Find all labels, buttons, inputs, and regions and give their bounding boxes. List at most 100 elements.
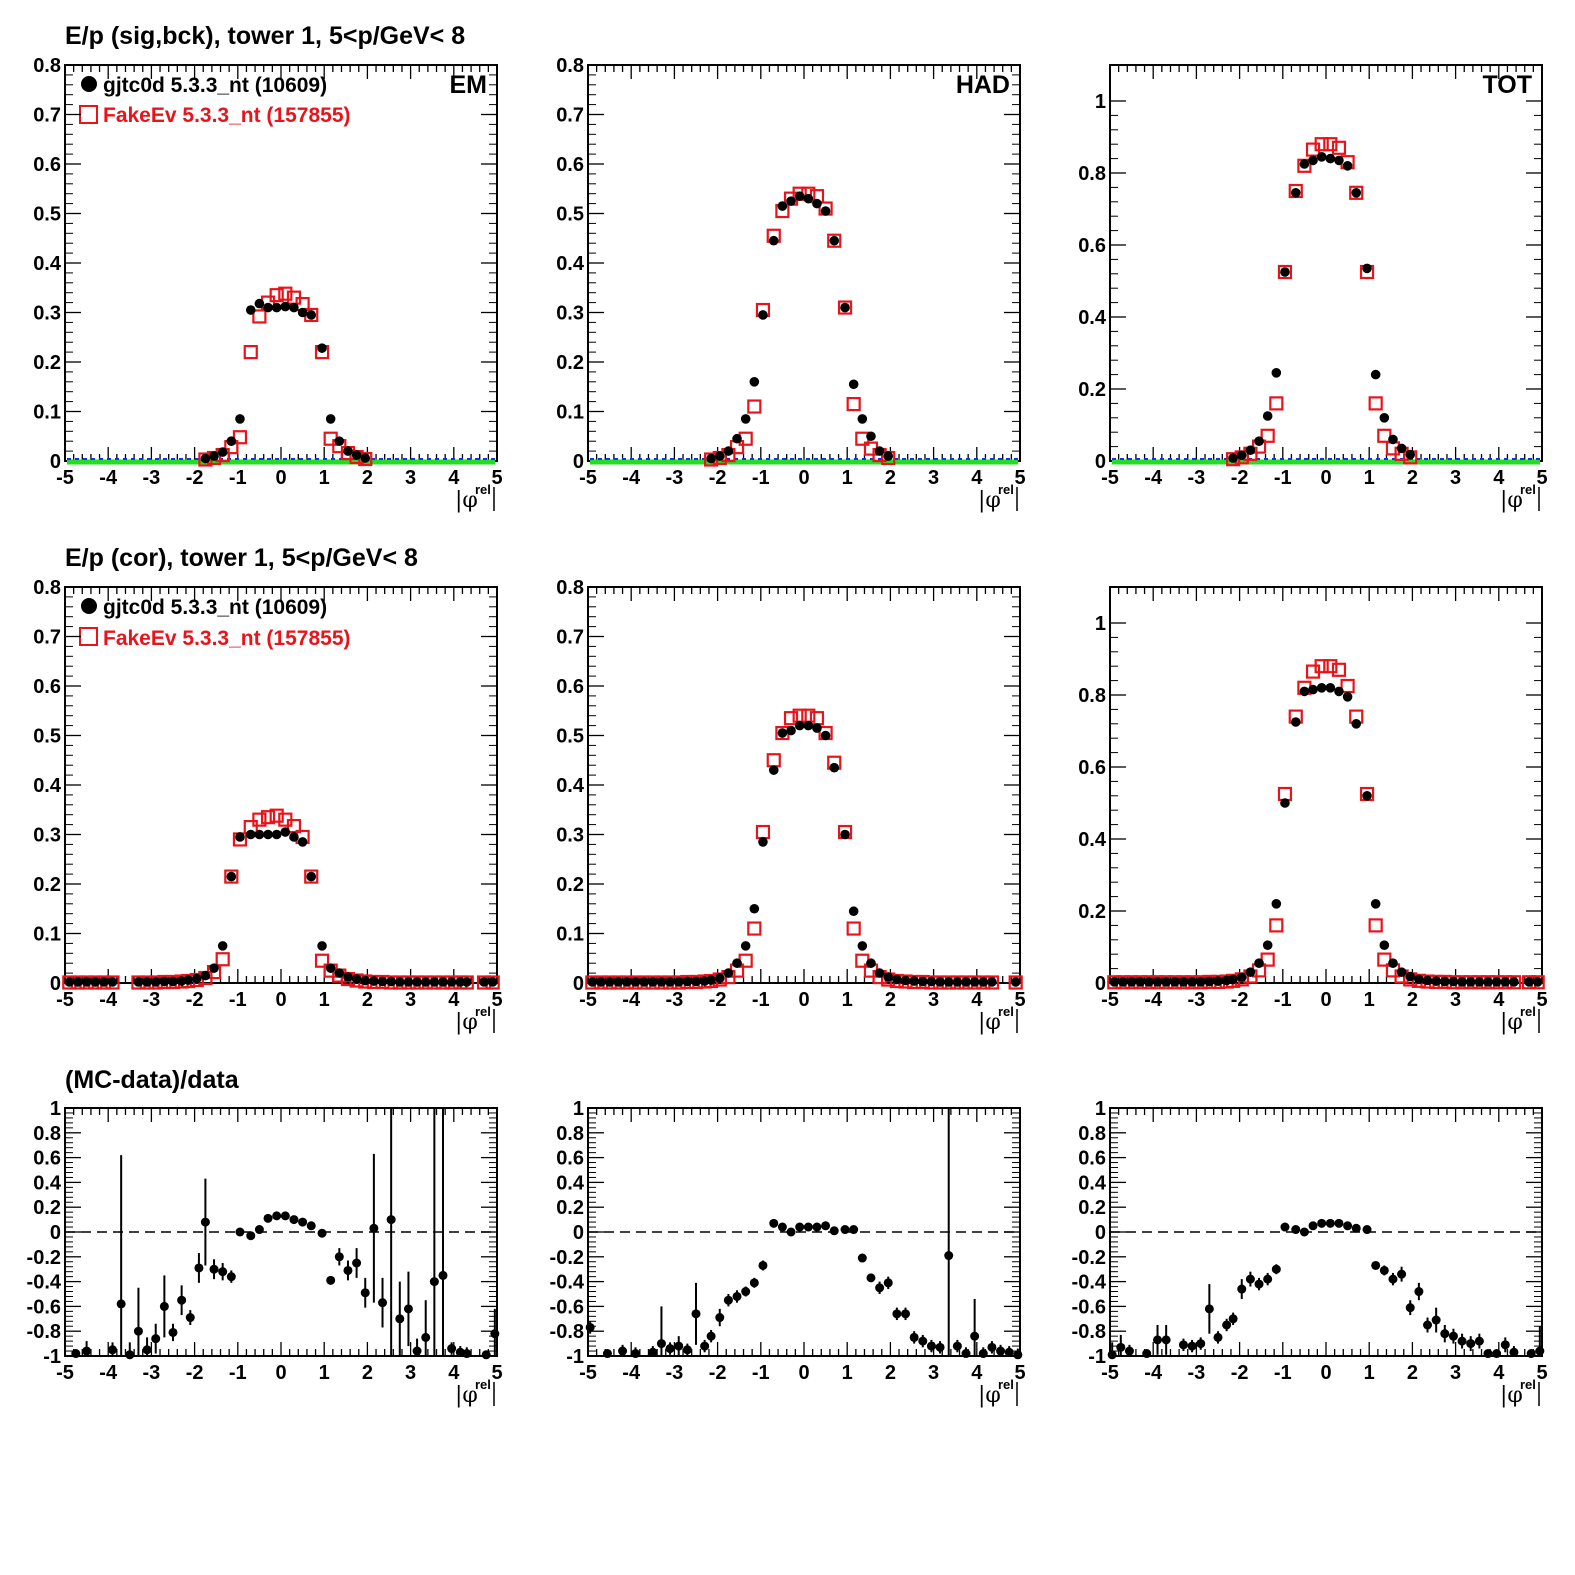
x-tick-label: 3 <box>1450 1362 1461 1384</box>
data-point <box>245 305 256 315</box>
data-point <box>1280 267 1290 277</box>
data-point <box>446 977 457 987</box>
data-point <box>360 453 371 463</box>
data-point <box>840 302 850 313</box>
x-tick-label: -4 <box>99 989 118 1011</box>
ratio-point <box>71 1349 81 1359</box>
data-point <box>209 451 219 461</box>
y-tick-label: 0.2 <box>1078 901 1106 923</box>
data-point <box>1245 967 1256 977</box>
x-tick-label: 0 <box>798 1362 809 1384</box>
ratio-point <box>674 1341 684 1351</box>
x-tick-label: 3 <box>928 1362 939 1384</box>
data-point <box>209 963 219 973</box>
mc-point <box>269 808 284 823</box>
data-point <box>1280 798 1290 808</box>
ratio-point <box>1509 1347 1519 1357</box>
x-tick-label: -5 <box>579 1362 597 1384</box>
data-point <box>768 235 779 246</box>
x-tick-label: -4 <box>1144 1362 1163 1384</box>
ratio-point <box>412 1346 422 1356</box>
data-point <box>280 301 291 312</box>
x-tick-label: -3 <box>1188 989 1206 1011</box>
mc-point <box>1331 662 1347 677</box>
y-tick-label: 0.6 <box>1078 757 1106 779</box>
data-point <box>978 977 989 987</box>
ratio-point <box>326 1275 336 1285</box>
ratio-point <box>218 1267 228 1277</box>
x-tick-label: 0 <box>798 467 809 489</box>
ratio-point <box>700 1341 710 1351</box>
x-tick-label: -5 <box>579 989 597 1011</box>
mc-point <box>747 399 762 414</box>
data-point <box>1362 791 1372 801</box>
data-point <box>1370 369 1381 380</box>
ratio-point <box>777 1222 787 1232</box>
y-tick-label: -0.4 <box>27 1272 62 1294</box>
ratio-point <box>1245 1274 1255 1284</box>
ratio-point <box>1371 1260 1381 1270</box>
data-point <box>254 298 265 309</box>
ratio-point <box>403 1304 413 1314</box>
data-point <box>395 977 405 987</box>
data-point <box>1379 940 1390 950</box>
legend-marker-data <box>81 598 97 614</box>
ratio-point <box>1317 1218 1327 1228</box>
y-tick-label: 0.1 <box>556 402 584 424</box>
x-tick-label: 1 <box>842 467 853 489</box>
ratio-point <box>1492 1349 1502 1359</box>
data-point <box>1228 453 1238 463</box>
y-tick-label: -0.8 <box>1072 1321 1106 1343</box>
x-tick-label: 4 <box>971 467 983 489</box>
x-tick-label: -1 <box>1274 1362 1292 1384</box>
x-tick-label: -5 <box>1101 989 1119 1011</box>
y-tick-label: -1 <box>1088 1346 1106 1368</box>
ratio-point <box>1325 1218 1335 1228</box>
y-tick-label: 0.5 <box>556 726 584 748</box>
data-point <box>909 976 919 986</box>
ratio-point <box>665 1344 675 1354</box>
data-point <box>1532 977 1543 987</box>
mc-point <box>1269 918 1284 933</box>
data-point <box>1483 977 1493 987</box>
x-tick-label: 2 <box>362 989 373 1011</box>
data-point <box>740 414 751 424</box>
x-tick-label: -5 <box>579 467 597 489</box>
x-tick-label: 5 <box>491 467 502 489</box>
y-tick-label: 0 <box>50 973 61 995</box>
mc-point <box>827 233 842 248</box>
data-point <box>1457 977 1467 987</box>
x-axis-title-sup: rel <box>475 1004 491 1019</box>
ratio-point <box>1351 1223 1361 1233</box>
mc-point <box>260 810 276 825</box>
x-tick-label: 2 <box>885 989 896 1011</box>
ratio-point <box>142 1345 152 1355</box>
x-tick-label: 5 <box>491 1362 502 1384</box>
x-tick-label: -1 <box>1274 467 1292 489</box>
ratio-point <box>1263 1274 1273 1284</box>
ratio-point <box>272 1211 282 1221</box>
data-point <box>656 977 667 987</box>
x-tick-label: -3 <box>143 467 161 489</box>
ratio-point <box>875 1283 885 1293</box>
data-point <box>1334 686 1344 697</box>
ratio-point <box>1343 1221 1353 1231</box>
ratio-point <box>631 1349 641 1359</box>
x-tick-label: -4 <box>1144 467 1163 489</box>
y-tick-label: 0.2 <box>33 874 61 896</box>
x-tick-label: 2 <box>1407 467 1418 489</box>
x-tick-label: 0 <box>1320 989 1331 1011</box>
data-point <box>306 871 317 882</box>
ratio-point <box>159 1301 169 1311</box>
ratio-point <box>1334 1218 1344 1228</box>
x-tick-label: 3 <box>1450 467 1461 489</box>
data-point <box>1316 683 1327 693</box>
x-tick-label: 4 <box>971 989 983 1011</box>
x-axis-title-sup: rel <box>998 482 1014 497</box>
y-tick-label: 0.8 <box>556 577 584 599</box>
data-point <box>200 453 211 464</box>
ratio-point <box>1440 1329 1450 1339</box>
x-tick-label: 2 <box>1407 989 1418 1011</box>
ratio-point <box>883 1278 893 1288</box>
y-tick-label: 0.4 <box>33 253 62 275</box>
